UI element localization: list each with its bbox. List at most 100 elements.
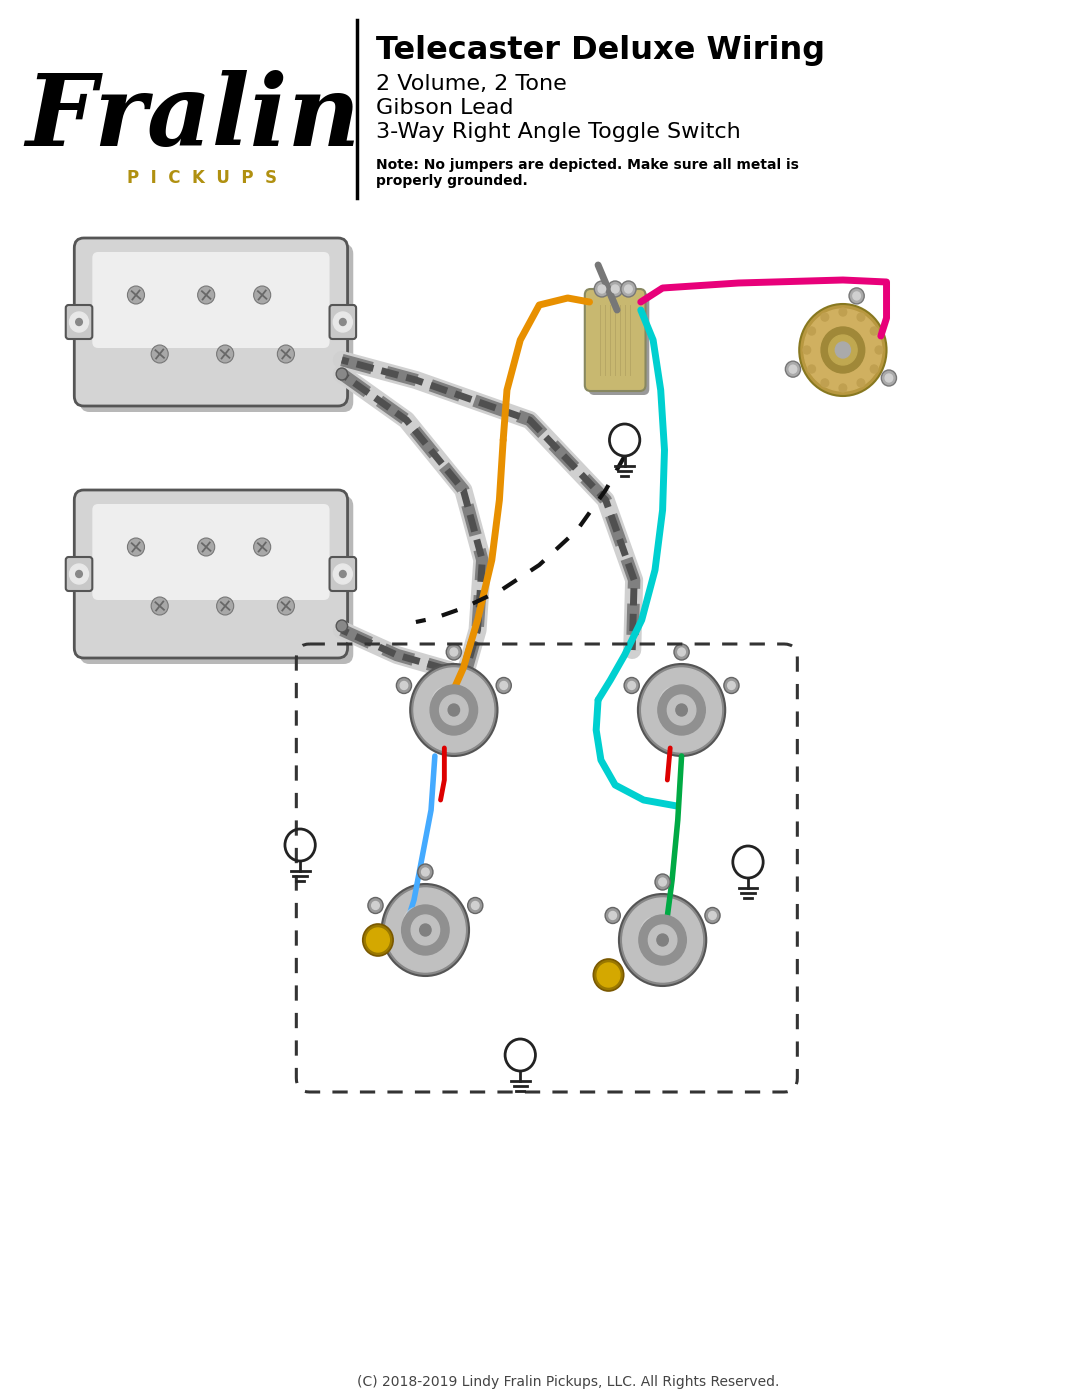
Circle shape — [658, 685, 705, 735]
Circle shape — [372, 902, 380, 910]
Circle shape — [198, 538, 214, 556]
FancyBboxPatch shape — [584, 288, 646, 391]
Circle shape — [821, 328, 865, 372]
Circle shape — [396, 678, 411, 693]
Circle shape — [340, 571, 346, 577]
Circle shape — [76, 571, 82, 577]
Circle shape — [69, 312, 89, 332]
Text: Fralin: Fralin — [25, 70, 360, 167]
Circle shape — [849, 288, 865, 304]
Circle shape — [641, 917, 670, 946]
Circle shape — [216, 344, 234, 363]
Circle shape — [839, 308, 847, 316]
Circle shape — [804, 309, 882, 391]
Circle shape — [431, 685, 477, 735]
FancyBboxPatch shape — [589, 293, 649, 395]
Circle shape — [333, 312, 353, 332]
Circle shape — [450, 648, 458, 657]
Circle shape — [853, 293, 860, 300]
Circle shape — [400, 682, 408, 689]
Circle shape — [835, 342, 850, 358]
Circle shape — [410, 664, 498, 756]
Circle shape — [724, 678, 739, 693]
Circle shape — [628, 682, 635, 689]
Circle shape — [467, 897, 483, 913]
Circle shape — [422, 868, 430, 876]
Circle shape — [624, 286, 632, 293]
Circle shape — [340, 319, 346, 326]
Circle shape — [404, 907, 432, 937]
Circle shape — [277, 596, 294, 615]
Circle shape — [598, 286, 606, 293]
Circle shape — [439, 694, 469, 725]
Circle shape — [253, 538, 270, 556]
Circle shape — [857, 379, 865, 386]
Circle shape — [333, 564, 353, 584]
FancyBboxPatch shape — [75, 490, 347, 658]
Circle shape — [609, 911, 617, 920]
Text: 3-Way Right Angle Toggle Switch: 3-Way Right Angle Toggle Switch — [377, 122, 741, 141]
Circle shape — [728, 682, 736, 689]
Circle shape — [69, 564, 89, 584]
Bar — [55, 0, 1082, 216]
Circle shape — [638, 664, 725, 756]
Circle shape — [128, 538, 145, 556]
Circle shape — [659, 878, 667, 886]
FancyBboxPatch shape — [80, 244, 353, 412]
FancyBboxPatch shape — [66, 305, 92, 339]
FancyBboxPatch shape — [80, 496, 353, 664]
Circle shape — [414, 668, 493, 752]
Circle shape — [808, 328, 816, 335]
Circle shape — [623, 897, 702, 981]
Text: 2 Volume, 2 Tone: 2 Volume, 2 Tone — [377, 74, 567, 94]
Circle shape — [821, 314, 829, 321]
Circle shape — [642, 668, 722, 752]
Circle shape — [821, 379, 829, 386]
Circle shape — [611, 286, 619, 293]
Circle shape — [253, 286, 270, 304]
Circle shape — [621, 281, 636, 297]
Circle shape — [597, 963, 620, 987]
Circle shape — [857, 314, 865, 321]
Circle shape — [608, 281, 623, 297]
Circle shape — [76, 319, 82, 326]
Circle shape — [198, 286, 214, 304]
Circle shape — [448, 704, 460, 715]
Circle shape — [418, 864, 433, 881]
Circle shape — [151, 596, 168, 615]
Circle shape — [432, 687, 461, 717]
Circle shape — [674, 644, 689, 659]
Circle shape — [638, 916, 686, 965]
Circle shape — [870, 365, 878, 372]
Circle shape — [420, 924, 431, 937]
Text: (C) 2018-2019 Lindy Fralin Pickups, LLC. All Rights Reserved.: (C) 2018-2019 Lindy Fralin Pickups, LLC.… — [357, 1375, 780, 1389]
Circle shape — [337, 368, 347, 379]
Circle shape — [594, 281, 609, 297]
Circle shape — [875, 346, 883, 354]
Circle shape — [829, 335, 857, 365]
Circle shape — [151, 344, 168, 363]
Circle shape — [648, 925, 677, 955]
Circle shape — [709, 911, 716, 920]
Circle shape — [803, 346, 810, 354]
Circle shape — [786, 361, 801, 377]
Circle shape — [885, 374, 893, 382]
Circle shape — [446, 644, 461, 659]
Circle shape — [657, 934, 669, 946]
Circle shape — [128, 286, 145, 304]
Circle shape — [655, 874, 670, 890]
Circle shape — [677, 648, 685, 657]
Circle shape — [789, 365, 796, 374]
FancyBboxPatch shape — [66, 557, 92, 591]
Circle shape — [385, 888, 465, 972]
Circle shape — [497, 678, 512, 693]
FancyBboxPatch shape — [92, 504, 330, 601]
Circle shape — [870, 328, 878, 335]
Circle shape — [382, 883, 469, 976]
Circle shape — [411, 916, 439, 945]
Circle shape — [500, 682, 507, 689]
Circle shape — [368, 897, 383, 913]
Circle shape — [619, 895, 707, 986]
Circle shape — [277, 344, 294, 363]
Circle shape — [668, 694, 696, 725]
